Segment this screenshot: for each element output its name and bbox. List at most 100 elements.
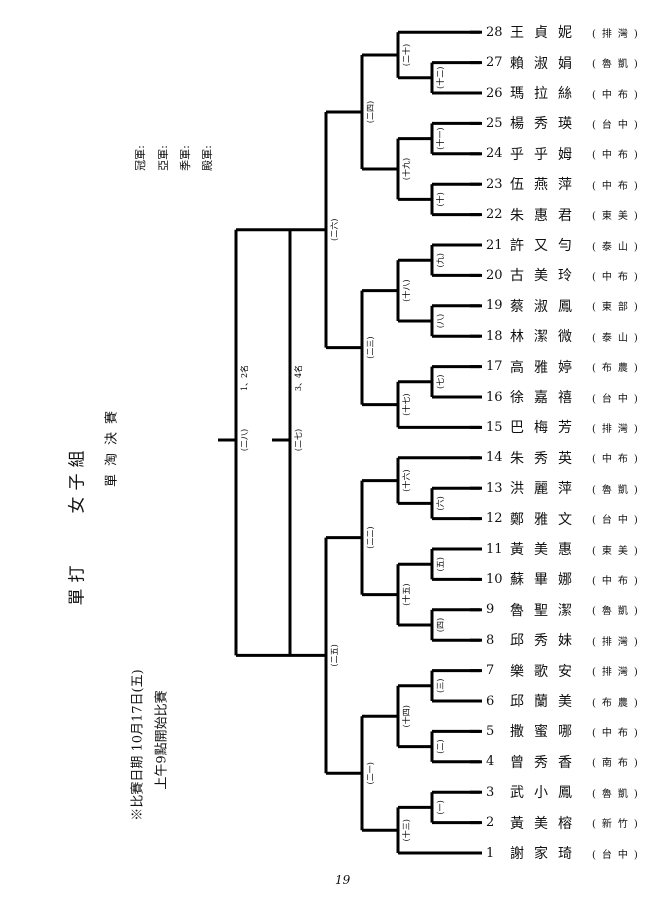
player-number: 14 (486, 450, 503, 466)
player-number: 12 (486, 511, 503, 527)
player-row: 19 蔡淑鳳 (東部) (486, 296, 644, 316)
final-caption: 1、2名 (239, 365, 249, 391)
player-name: 邱秀妹 (510, 633, 582, 650)
player-team: (排灣) (592, 28, 644, 40)
player-name: 王貞妮 (510, 25, 582, 42)
match-label: (二七) (294, 429, 303, 451)
player-number: 3 (486, 784, 495, 800)
match-label: (四) (436, 618, 445, 632)
player-number: 5 (486, 723, 495, 739)
player-team: (台中) (592, 849, 644, 861)
player-number: 18 (486, 328, 503, 344)
player-row: 3 武小鳳 (魯凱) (486, 782, 644, 802)
player-team: (魯凱) (592, 606, 644, 618)
player-row: 25 楊秀瑛 (台中) (486, 113, 644, 133)
player-number: 20 (486, 267, 503, 283)
player-number: 28 (486, 24, 503, 40)
player-team: (中布) (592, 150, 644, 162)
match-label: (十六) (401, 469, 411, 491)
player-number: 7 (486, 663, 495, 679)
player-team: (中布) (592, 727, 644, 739)
match-label: (二二) (366, 526, 375, 548)
match-label: (十二) (435, 67, 445, 89)
match-label: (一) (436, 800, 445, 814)
player-team: (布農) (592, 363, 644, 375)
player-name: 邱蘭美 (510, 694, 582, 710)
player-row: 28 王貞妮 (排灣) (486, 22, 644, 42)
match-label: (十三) (401, 819, 411, 841)
match-label: (二八) (240, 429, 249, 451)
player-name: 曾秀香 (510, 754, 582, 771)
player-number: 16 (486, 389, 503, 405)
match-label: (十七) (401, 393, 411, 415)
player-number: 26 (486, 85, 503, 101)
match-label: (二) (436, 739, 445, 753)
player-name: 伍燕萍 (510, 177, 582, 194)
player-name: 蔡淑鳳 (510, 298, 582, 315)
player-row: 12 鄭雅文 (台中) (486, 509, 644, 529)
player-number: 17 (486, 359, 503, 375)
match-label: (七) (436, 375, 445, 389)
player-name: 徐嘉禧 (510, 390, 582, 406)
player-row: 18 林潔微 (泰山) (486, 326, 644, 346)
player-number: 15 (486, 419, 503, 435)
player-team: (台中) (592, 119, 644, 131)
player-team: (魯凱) (592, 788, 644, 800)
player-team: (東美) (592, 545, 644, 557)
player-team: (魯凱) (592, 484, 644, 496)
player-team: (中布) (592, 89, 644, 101)
player-name: 瑪拉絲 (510, 86, 582, 102)
player-name: 黃美惠 (510, 542, 582, 558)
player-row: 14 朱秀英 (中布) (486, 448, 644, 468)
player-row: 6 邱蘭美 (布農) (486, 691, 644, 711)
page-number: 19 (335, 873, 351, 887)
match-label: (二三) (366, 336, 375, 358)
player-team: (新竹) (592, 819, 644, 831)
match-label: (九) (436, 253, 445, 267)
player-name: 朱惠君 (510, 207, 582, 224)
match-label: (二十) (401, 44, 411, 66)
player-row: 11 黃美惠 (東美) (486, 539, 644, 559)
player-row: 9 魯聖潔 (魯凱) (486, 600, 644, 620)
match-label: (十九) (401, 158, 411, 180)
player-row: 27 賴淑娟 (魯凱) (486, 53, 644, 73)
player-team: (排灣) (592, 423, 644, 435)
player-number: 25 (486, 115, 503, 131)
player-row: 17 高雅婷 (布農) (486, 357, 644, 377)
player-name: 撒蜜哪 (510, 724, 582, 741)
match-label: (二一) (366, 762, 375, 784)
player-number: 22 (486, 207, 503, 223)
player-row: 8 邱秀妹 (排灣) (486, 630, 644, 650)
player-name: 魯聖潔 (510, 602, 582, 619)
player-team: (排灣) (592, 636, 644, 648)
third-place-caption: 3、4名 (293, 365, 303, 391)
match-label: (十五) (401, 583, 411, 605)
player-row: 23 伍燕萍 (中布) (486, 174, 644, 194)
player-number: 27 (486, 55, 503, 71)
player-name: 古美玲 (510, 268, 582, 285)
player-name: 賴淑娟 (510, 55, 582, 72)
player-team: (台中) (592, 393, 644, 405)
player-row: 24 乎乎姆 (中布) (486, 144, 644, 164)
player-team: (泰山) (592, 332, 644, 344)
player-team: (布農) (592, 697, 644, 709)
match-label: (十一) (435, 127, 445, 149)
player-number: 13 (486, 480, 503, 496)
match-label: (五) (436, 557, 445, 571)
match-label: (十四) (401, 705, 411, 727)
player-row: 26 瑪拉絲 (中布) (486, 83, 644, 103)
player-row: 7 樂歌安 (排灣) (486, 661, 644, 681)
player-name: 樂歌安 (510, 663, 582, 680)
player-name: 乎乎姆 (510, 146, 582, 163)
player-team: (泰山) (592, 241, 644, 253)
player-row: 1 謝家琦 (台中) (486, 843, 644, 863)
player-row: 15 巴梅芳 (排灣) (486, 417, 644, 437)
player-number: 1 (486, 845, 495, 861)
player-name: 楊秀瑛 (510, 116, 582, 133)
player-team: (魯凱) (592, 59, 644, 71)
player-row: 21 許又勻 (泰山) (486, 235, 644, 255)
player-number: 8 (486, 632, 495, 648)
player-number: 4 (486, 754, 495, 770)
